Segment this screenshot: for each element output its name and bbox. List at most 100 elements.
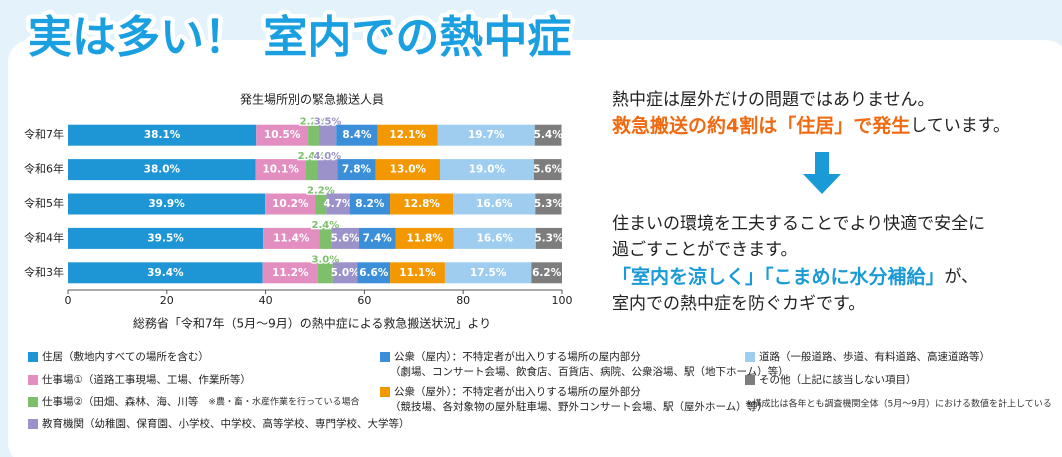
legend-label: 仕事場①（道路工事現場、工場、作業所等） [42, 373, 251, 386]
value-label: 5.6% [533, 164, 563, 176]
legend-swatch [745, 375, 755, 385]
bar-segment [395, 227, 454, 249]
bar-segment [332, 262, 358, 284]
message-text: しています。 [910, 116, 1010, 136]
value-label: 39.5% [147, 232, 184, 244]
message-line: 過ごすことができます。 [612, 240, 797, 260]
legend-swatch [380, 352, 390, 362]
x-tick-label: 100 [552, 294, 573, 307]
y-tick-label: 令和4年 [24, 230, 64, 244]
value-label: 5.0% [331, 267, 361, 279]
legend-detail: （競技場、各対象物の屋外駐車場、野外コンサート会場、駅（屋外ホーム）等） [390, 400, 768, 413]
bar-segment [535, 227, 562, 249]
value-label: 13.0% [390, 164, 427, 176]
bar-segment [315, 193, 327, 215]
value-label: 19.0% [469, 164, 506, 176]
message: 熱中症は屋外だけの問題ではありません。 救急搬送の約4割は「住居」で発生していま… [612, 90, 1010, 314]
bar-segment [377, 124, 438, 146]
arrow [803, 152, 841, 194]
y-tick-label: 令和3年 [24, 265, 64, 279]
value-label: 16.6% [476, 198, 513, 210]
bar-segment [255, 159, 306, 181]
bar-segment [68, 124, 257, 146]
bar-segment [336, 124, 378, 146]
bar-segment [453, 193, 536, 215]
bar-segment [390, 262, 445, 284]
value-label: 6.6% [359, 267, 389, 279]
bar-segment [533, 159, 562, 181]
bar-segment [531, 262, 562, 284]
bar-segment [390, 193, 454, 215]
bar-segment [305, 159, 318, 181]
bar-segment [68, 193, 266, 215]
message-line: 救急搬送の約4割は「住居」で発生しています。 [612, 114, 1010, 137]
value-label: 10.1% [262, 164, 299, 176]
legend-swatch [28, 397, 38, 407]
value-label: 38.1% [144, 129, 181, 141]
bar-segment [437, 124, 535, 146]
legend-swatch [28, 419, 38, 429]
y-tick-label: 令和7年 [24, 127, 64, 141]
legend-label: 教育機関（幼稚園、保育園、小学校、中学校、高等学校、専門学校、大学等） [42, 417, 410, 430]
highlight: 「室内を涼しく」「こまめに水分補給」 [612, 265, 945, 288]
y-tick-label: 令和5年 [24, 196, 64, 210]
bar-segment [337, 159, 376, 181]
bar-segment [263, 227, 320, 249]
legend-label: その他（上記に該当しない項目） [759, 373, 917, 386]
bar-segment [357, 262, 391, 284]
bar-segment [331, 227, 359, 249]
legend-swatch [28, 352, 38, 362]
message-line: 室内での熱中症を防ぐカギです。 [612, 294, 865, 314]
bar-segment [444, 262, 532, 284]
highlight: 救急搬送の約4割は「住居」で発生 [612, 114, 910, 137]
footnote: ※構成比は各年とも調査機関全体（5月～9月）における数値を計上している [745, 398, 1052, 410]
value-label: 5.3% [534, 198, 564, 210]
value-label: 3.5% [314, 117, 342, 128]
value-label: 5.4% [534, 129, 564, 141]
value-label: 17.5% [470, 267, 507, 279]
legend-label: 公衆（屋内）：不特定者が出入りする場所の屋内部分 [394, 350, 641, 363]
x-tick-label: 40 [259, 294, 273, 307]
bar-segment [318, 124, 337, 146]
legend-swatch [380, 387, 390, 397]
bar-segment [534, 124, 562, 146]
value-label: 39.9% [148, 198, 185, 210]
value-label: 38.0% [144, 164, 181, 176]
x-tick-label: 80 [456, 294, 470, 307]
value-label: 4.7% [323, 198, 353, 210]
bar-segment [68, 262, 263, 284]
bar-segment [68, 159, 256, 181]
bar-segment [375, 159, 440, 181]
x-tick-label: 0 [65, 294, 72, 307]
bar-segment [256, 124, 309, 146]
value-label: 11.2% [272, 267, 309, 279]
value-label: 7.4% [363, 232, 393, 244]
value-label: 11.4% [273, 232, 310, 244]
message-text: が、 [945, 267, 979, 287]
value-label: 6.2% [532, 267, 562, 279]
y-tick-label: 令和6年 [24, 162, 64, 176]
value-label: 10.5% [264, 129, 301, 141]
legend-note: ※農・畜・水産作業を行っている場合 [208, 396, 359, 408]
legend-swatch [745, 352, 755, 362]
value-label: 11.1% [399, 267, 436, 279]
bar-segment [317, 262, 333, 284]
bar-segment [439, 159, 534, 181]
value-label: 11.8% [406, 232, 443, 244]
value-label: 7.8% [342, 164, 372, 176]
bar-segment [326, 193, 350, 215]
value-label: 19.7% [468, 129, 505, 141]
bar-segment [358, 227, 396, 249]
chart-title: 発生場所別の緊急搬送人員 [240, 92, 384, 107]
bar-segment [319, 227, 332, 249]
bar-segment [308, 124, 319, 146]
value-label: 39.4% [147, 267, 184, 279]
message-line: 熱中症は屋外だけの問題ではありません。 [612, 90, 935, 110]
message-line: 住まいの環境を工夫することでより快適で安全に [612, 214, 985, 234]
bar-segment [535, 193, 562, 215]
x-tick-label: 20 [160, 294, 174, 307]
legend-detail: （劇場、コンサート会場、飲食店、百貨店、病院、公衆浴場、駅（地下ホーム）等） [390, 365, 789, 378]
bar-segment [265, 193, 316, 215]
bar-segment [349, 193, 391, 215]
page-title: 実は多い！ 室内での熱中症 [28, 12, 571, 63]
